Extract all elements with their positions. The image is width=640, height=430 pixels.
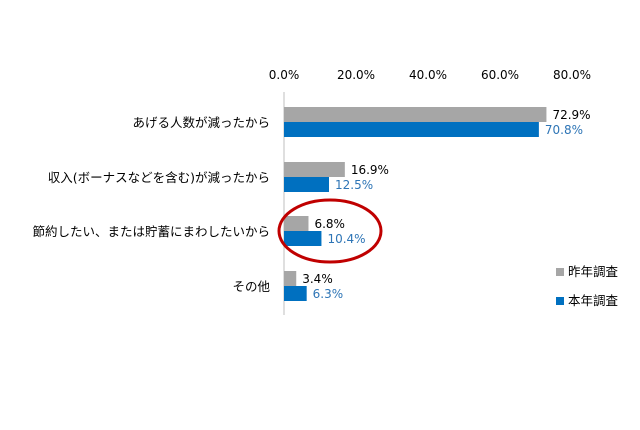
legend-swatch [556, 268, 564, 276]
x-tick-label: 20.0% [337, 68, 375, 82]
category-label: 節約したい、または貯蓄にまわしたいから [32, 224, 270, 239]
legend-swatch [556, 297, 564, 305]
bar [284, 107, 547, 122]
data-label: 6.8% [314, 217, 345, 231]
legend-label: 昨年調査 [568, 264, 619, 279]
bar [284, 216, 309, 231]
data-label: 12.5% [335, 178, 373, 192]
bar [284, 177, 329, 192]
bar [284, 286, 307, 301]
bar [284, 162, 345, 177]
x-tick-label: 80.0% [553, 68, 591, 82]
data-label: 3.4% [302, 272, 333, 286]
data-label: 10.4% [327, 232, 365, 246]
data-label: 70.8% [545, 123, 583, 137]
x-tick-label: 60.0% [481, 68, 519, 82]
highlight-ellipse [277, 198, 383, 264]
bar [284, 271, 297, 286]
x-tick-label: 40.0% [409, 68, 447, 82]
data-label: 16.9% [351, 163, 389, 177]
category-label: あげる人数が減ったから [132, 115, 270, 130]
data-label: 72.9% [552, 108, 590, 122]
x-tick-label: 0.0% [269, 68, 300, 82]
bar [284, 231, 322, 246]
bar [284, 122, 539, 137]
category-label: 収入(ボーナスなどを含む)が減ったから [48, 170, 270, 185]
category-label: その他 [232, 279, 270, 294]
legend-label: 本年調査 [568, 293, 619, 308]
data-label: 6.3% [313, 287, 344, 301]
